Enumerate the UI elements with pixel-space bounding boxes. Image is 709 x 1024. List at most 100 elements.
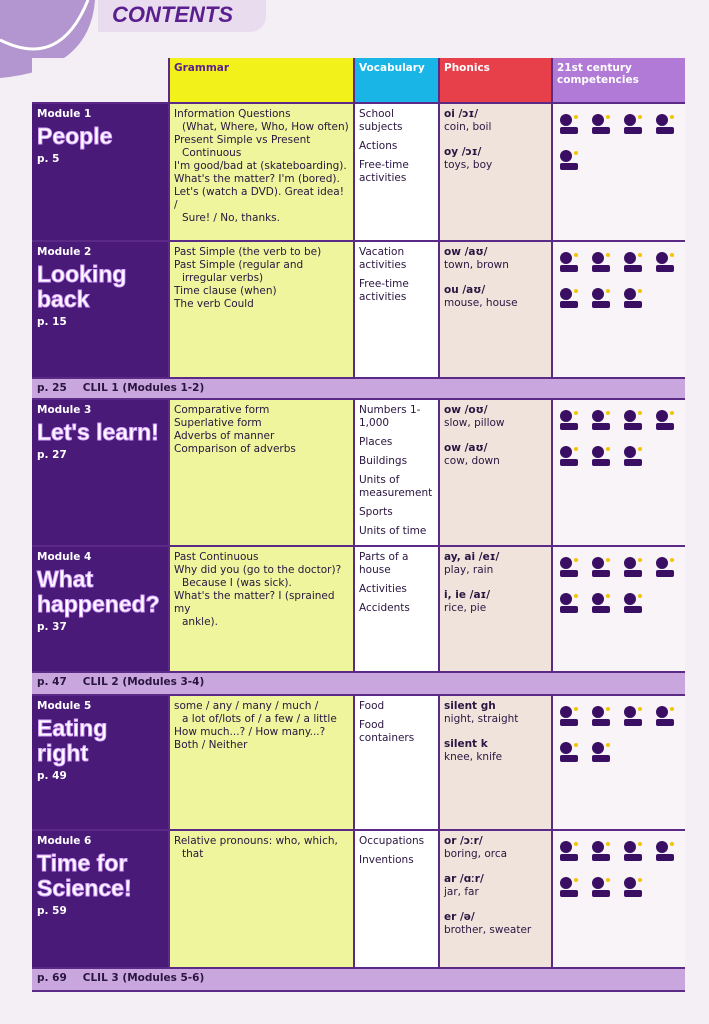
phonics-entry: silent gh night, straight [444,700,547,726]
phonics-sound: ow /oʊ/ [444,404,488,416]
phonics-words: town, brown [444,259,509,271]
module-title: Looking back [37,261,127,312]
competency-icon [624,557,642,577]
competency-icon [560,114,578,134]
competency-icon [624,114,642,134]
module-cell: Module 5 Eating right p. 49 [32,696,168,829]
phonics-words: jar, far [444,886,479,898]
module-title: Let's learn! [37,419,160,445]
competencies-header: 21st century competencies [553,58,685,102]
vocabulary-item: Free-time activities [359,278,409,303]
vocabulary-cell: Occupations Inventions [355,831,438,967]
grammar-line: irregular verbs) [182,272,264,284]
phonics-cell: or /ɔːr/boring, orca ar /ɑːr/jar, far er /… [440,831,551,967]
phonics-words: cow, down [444,455,500,467]
phonics-entry: or /ɔːr/boring, orca [444,835,547,861]
vocabulary-item: Food [359,700,385,712]
phonics-sound: ow /aʊ/ [444,442,488,454]
grammar-line: Past Continuous [174,551,259,563]
competency-icon [592,593,610,613]
module-cell: Module 1 People p. 5 [32,104,168,240]
corner-swirl [0,0,95,78]
grammar-line: Past Simple (the verb to be) [174,246,322,258]
competency-icon [560,252,578,272]
competency-icon [592,288,610,308]
grammar-cell: Past Simple (the verb to be) Past Simple … [170,242,353,377]
competency-icon [560,706,578,726]
module-label: Module 5 [37,700,92,712]
module-label: Module 4 [37,551,92,563]
phonics-entry: oi /ɔɪ/coin, boil [444,108,547,134]
module-label: Module 6 [37,835,92,847]
competency-icon [624,410,642,430]
vocabulary-item: Sports [359,506,393,518]
module-page: p. 27 [37,449,67,461]
grammar-line: Adverbs of manner [174,430,275,442]
grammar-line: Sure! / No, thanks. [182,212,280,224]
vocabulary-item: Places [359,436,393,448]
phonics-cell: ow /oʊ/slow, pillow ow /aʊ/cow, down [440,400,551,545]
vocabulary-item: Actions [359,140,398,152]
phonics-sound: ow /aʊ/ [444,246,488,258]
competency-icon [624,841,642,861]
clil-row: p. 69 CLIL 3 (Modules 5-6) [32,969,685,990]
phonics-sound: ou /aʊ/ [444,284,486,296]
phonics-entry: ay, ai /eɪ/play, rain [444,551,547,577]
vocabulary-item: Buildings [359,455,408,467]
phonics-words: night, straight [444,713,519,725]
competency-icon [592,706,610,726]
competencies-cell [553,400,685,545]
vocabulary-cell: Food Food containers [355,696,438,829]
grammar-line: some / any / many / much / [174,700,319,712]
phonics-words: knee, knife [444,751,503,763]
grammar-line: Information Questions [174,108,291,120]
grammar-line: Both / Neither [174,739,248,751]
phonics-words: slow, pillow [444,417,505,429]
vocabulary-item: Occupations [359,835,425,847]
module-title: People [37,123,113,149]
phonics-words: toys, boy [444,159,493,171]
module-cell: Module 3 Let's learn! p. 27 [32,400,168,545]
module-label: Module 2 [37,246,92,258]
competencies-cell [553,696,685,829]
grammar-cell: Relative pronouns: who, which, that [170,831,353,967]
clil-label: CLIL 3 (Modules 5-6) [82,972,205,984]
phonics-words: mouse, house [444,297,518,309]
module-label: Module 3 [37,404,92,416]
competency-icon [560,150,578,170]
phonics-cell: silent gh night, straight silent k knee, kn… [440,696,551,829]
module-title: Time for Science! [37,850,133,901]
competency-icon [624,446,642,466]
vocabulary-item: School subjects [359,108,403,133]
phonics-entry: i, ie /aɪ/rice, pie [444,589,547,615]
grammar-line: Past Simple (regular and [174,259,304,271]
competencies-cell [553,831,685,967]
clil-page: p. 47 [37,676,67,688]
vocabulary-item: Numbers 1-1,000 [359,404,421,429]
competencies-cell [553,242,685,377]
competency-icon [656,252,674,272]
competency-icon [592,446,610,466]
grammar-line: Present Simple vs Present [174,134,311,146]
grammar-line: The verb Could [174,298,254,310]
module-title: What happened? [37,566,161,617]
grammar-line: (What, Where, Who, How often) [182,121,349,133]
competency-icon [624,706,642,726]
vocabulary-header: Vocabulary [355,58,438,102]
phonics-cell: ow /aʊ/town, brown ou /aʊ/mouse, house [440,242,551,377]
grammar-line: Superlative form [174,417,262,429]
phonics-words: coin, boil [444,121,492,133]
vocabulary-cell: Vacation activities Free-time activities [355,242,438,377]
phonics-entry: ow /aʊ/town, brown [444,246,547,272]
vocabulary-item: Parts of a house [359,551,409,576]
competency-icon [592,557,610,577]
vocabulary-item: Free-time activities [359,159,409,184]
grammar-line: Because I (was sick). [182,577,292,589]
competency-icon [656,841,674,861]
vocabulary-item: Accidents [359,602,410,614]
competency-icon [656,114,674,134]
grammar-line: that [182,848,204,860]
competency-icon [592,877,610,897]
competency-icon [560,841,578,861]
